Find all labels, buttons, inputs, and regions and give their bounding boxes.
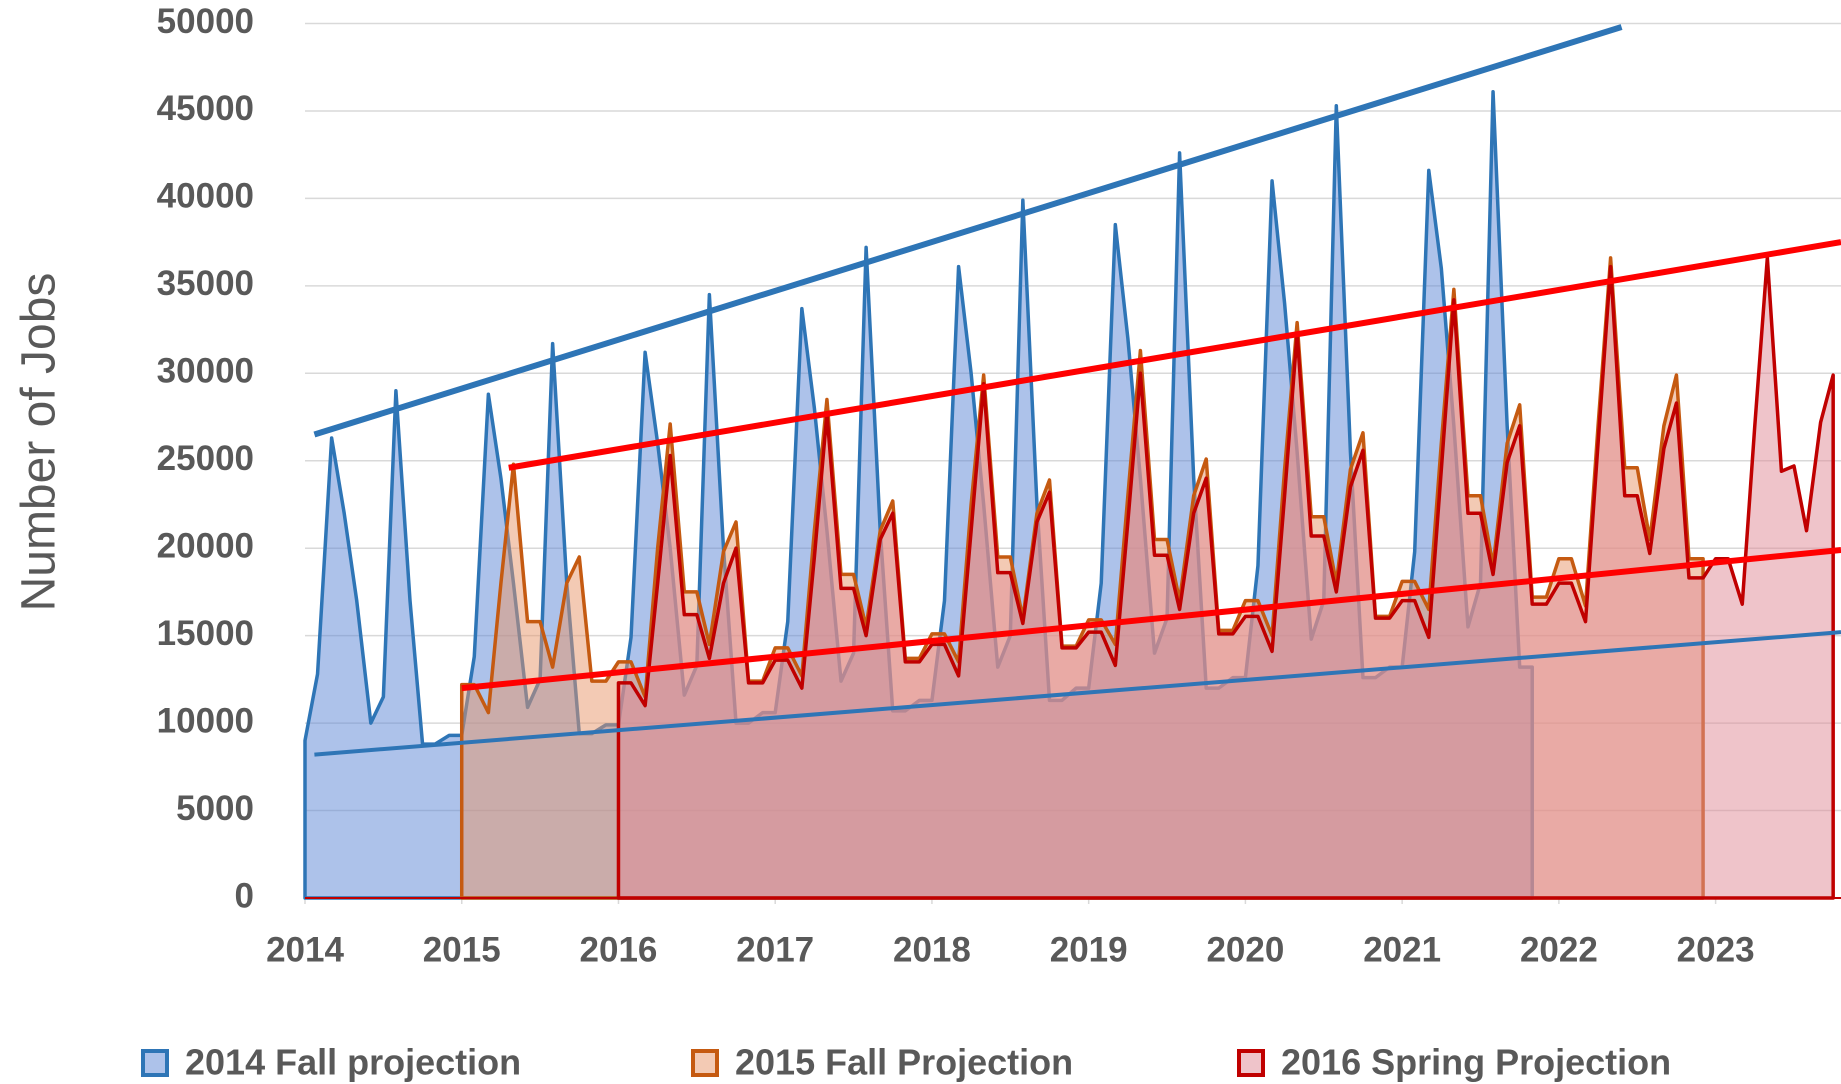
x-tick-label: 2016 xyxy=(580,930,658,969)
trendline xyxy=(461,546,1841,692)
x-tick-label: 2020 xyxy=(1206,930,1284,969)
trendline xyxy=(313,24,1623,438)
y-tick-label: 15000 xyxy=(157,614,254,653)
y-tick-label: 30000 xyxy=(157,352,254,391)
y-tick-label: 40000 xyxy=(157,177,254,216)
legend-swatch xyxy=(141,1049,169,1077)
x-tick-label: 2019 xyxy=(1050,930,1128,969)
y-tick-label: 25000 xyxy=(157,439,254,478)
x-tick-label: 2018 xyxy=(893,930,971,969)
y-axis-label: Number of Jobs xyxy=(13,273,66,612)
x-tick-label: 2015 xyxy=(423,930,501,969)
x-tick-label: 2017 xyxy=(736,930,814,969)
legend-label: 2015 Fall Projection xyxy=(735,1042,1073,1083)
legend-label: 2014 Fall projection xyxy=(185,1042,521,1083)
y-tick-label: 20000 xyxy=(157,526,254,565)
y-tick-label: 35000 xyxy=(157,264,254,303)
legend-swatch xyxy=(1237,1049,1265,1077)
trendline xyxy=(508,239,1841,471)
x-tick-label: 2023 xyxy=(1677,930,1755,969)
series-area xyxy=(616,256,1835,900)
trendline xyxy=(314,630,1841,757)
legend-label: 2016 Spring Projection xyxy=(1281,1042,1671,1083)
y-tick-label: 45000 xyxy=(157,89,254,128)
x-tick-label: 2022 xyxy=(1520,930,1598,969)
x-tick-label: 2021 xyxy=(1363,930,1441,969)
x-tick-label: 2014 xyxy=(266,930,344,969)
legend-swatch xyxy=(691,1049,719,1077)
y-tick-label: 5000 xyxy=(176,789,254,828)
y-tick-label: 0 xyxy=(235,876,254,915)
y-tick-label: 10000 xyxy=(157,701,254,740)
y-tick-label: 50000 xyxy=(157,2,254,41)
